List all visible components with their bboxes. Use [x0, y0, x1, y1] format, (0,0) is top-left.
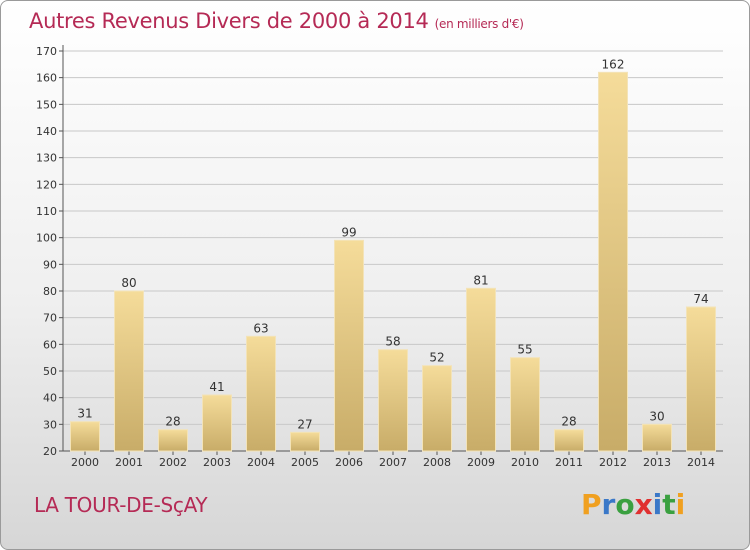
- data-label-2012: 162: [602, 57, 625, 71]
- data-label-2006: 99: [341, 225, 356, 239]
- logo-letter: t: [662, 488, 676, 521]
- logo-letter: x: [634, 488, 653, 521]
- logo-letter: i: [675, 488, 686, 521]
- logo-letter: i: [652, 488, 663, 521]
- y-tick-label: 80: [43, 285, 57, 298]
- logo-letter: r: [601, 488, 616, 521]
- x-tick-label-2008: 2008: [423, 456, 451, 469]
- bars: [70, 71, 716, 452]
- data-label-2008: 52: [429, 351, 444, 365]
- logo-letter: P: [581, 488, 602, 521]
- y-tick-label: 50: [43, 365, 57, 378]
- bar-2000: [70, 421, 100, 452]
- y-tick-label: 20: [43, 445, 57, 458]
- data-label-2002: 28: [165, 415, 180, 429]
- x-tick-label-2005: 2005: [291, 456, 319, 469]
- x-tick-label-2002: 2002: [159, 456, 187, 469]
- y-tick-label: 60: [43, 338, 57, 351]
- data-label-2010: 55: [517, 343, 532, 357]
- y-tick-label: 90: [43, 258, 57, 271]
- bar-2011: [554, 429, 584, 452]
- y-tick-label: 150: [36, 98, 57, 111]
- x-tick-label-2007: 2007: [379, 456, 407, 469]
- y-tick-label: 140: [36, 125, 57, 138]
- logo-letter: o: [615, 488, 635, 521]
- bar-2003: [202, 394, 232, 452]
- bar-2006: [334, 239, 364, 452]
- location-name: LA TOUR-DE-SçAY: [34, 493, 208, 517]
- bar-2002: [158, 429, 188, 452]
- data-label-2009: 81: [473, 273, 488, 287]
- bar-2001: [114, 290, 144, 452]
- x-tick-label-2009: 2009: [467, 456, 495, 469]
- data-label-2000: 31: [77, 407, 92, 421]
- bar-2010: [510, 357, 540, 452]
- x-tick-label-2003: 2003: [203, 456, 231, 469]
- proxiti-logo: Proxiti: [581, 488, 685, 521]
- y-tick-label: 40: [43, 392, 57, 405]
- data-label-2014: 74: [693, 292, 708, 306]
- y-tick-label: 70: [43, 312, 57, 325]
- y-tick-label: 120: [36, 178, 57, 191]
- data-label-2013: 30: [649, 409, 664, 423]
- x-tick-label-2001: 2001: [115, 456, 143, 469]
- x-tick-label-2014: 2014: [687, 456, 715, 469]
- chart-unit: (en milliers d'€): [434, 17, 524, 31]
- x-tick-label-2010: 2010: [511, 456, 539, 469]
- y-tick-label: 100: [36, 232, 57, 245]
- y-tick-label: 110: [36, 205, 57, 218]
- x-tick-label-2006: 2006: [335, 456, 363, 469]
- data-label-2007: 58: [385, 335, 400, 349]
- y-tick-label: 160: [36, 72, 57, 85]
- data-label-2011: 28: [561, 415, 576, 429]
- x-tick-label-2012: 2012: [599, 456, 627, 469]
- chart-title: Autres Revenus Divers de 2000 à 2014 (en …: [29, 9, 524, 33]
- y-tick-label: 130: [36, 152, 57, 165]
- bar-2004: [246, 335, 276, 452]
- bar-2007: [378, 349, 408, 452]
- y-tick-label: 170: [36, 45, 57, 58]
- data-label-2004: 63: [253, 321, 268, 335]
- bar-2009: [466, 287, 496, 452]
- chart-title-text: Autres Revenus Divers de 2000 à 2014: [29, 9, 429, 33]
- data-label-2001: 80: [121, 276, 136, 290]
- y-tick-label: 30: [43, 418, 57, 431]
- x-tick-label-2000: 2000: [71, 456, 99, 469]
- x-tick-label-2004: 2004: [247, 456, 275, 469]
- data-labels: 31 80 28 41 63 27 99 58 52 81 55 28 162 30 74: [77, 57, 708, 431]
- data-label-2005: 27: [297, 417, 312, 431]
- bar-2014: [686, 306, 716, 452]
- data-label-2003: 41: [209, 380, 224, 394]
- bar-2008: [422, 365, 452, 452]
- x-tick-label-2011: 2011: [555, 456, 583, 469]
- bar-2005: [290, 431, 320, 452]
- bar-2013: [642, 423, 672, 452]
- x-tick-label-2013: 2013: [643, 456, 671, 469]
- bar-2012: [598, 71, 628, 452]
